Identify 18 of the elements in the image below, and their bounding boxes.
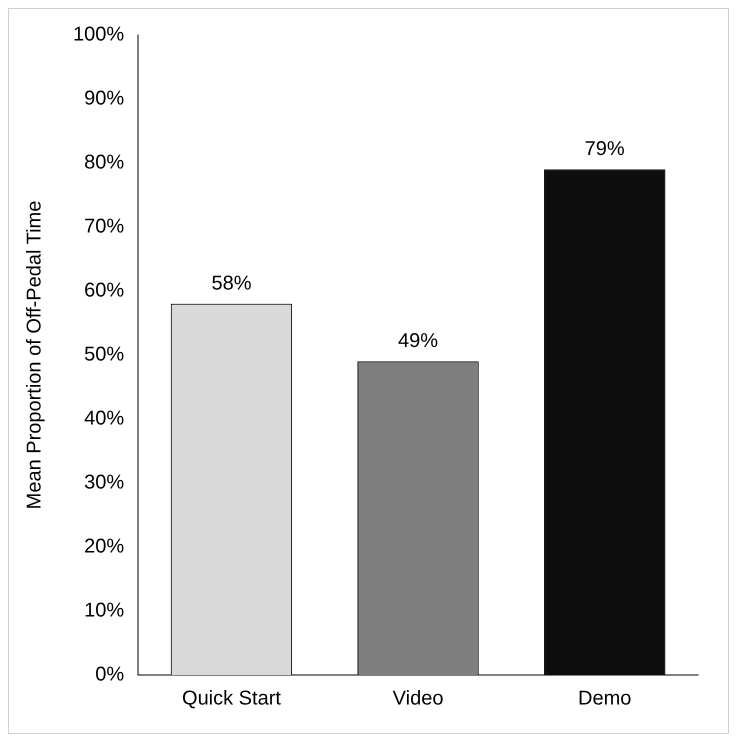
y-tick-label: 0%	[95, 664, 124, 686]
y-axis-title: Mean Proportion of Off-Pedal Time	[24, 200, 46, 510]
y-tick-label: 100%	[72, 24, 124, 46]
y-tick-label: 40%	[84, 408, 124, 430]
y-tick-label: 80%	[84, 152, 124, 174]
y-tick-label: 70%	[84, 216, 124, 238]
y-tick-label: 90%	[84, 88, 124, 110]
data-label: 79%	[584, 138, 625, 160]
data-label: 58%	[211, 272, 252, 294]
data-label: 49%	[398, 330, 438, 352]
y-tick-label: 60%	[84, 280, 124, 302]
y-tick-label: 50%	[84, 344, 124, 366]
x-tick-label: Demo	[578, 688, 632, 710]
x-tick-label: Quick Start	[182, 688, 282, 710]
y-tick-label: 10%	[84, 600, 124, 622]
x-tick-label: Video	[392, 688, 444, 710]
y-tick-label: 20%	[84, 536, 124, 558]
y-tick-label: 30%	[84, 472, 124, 494]
